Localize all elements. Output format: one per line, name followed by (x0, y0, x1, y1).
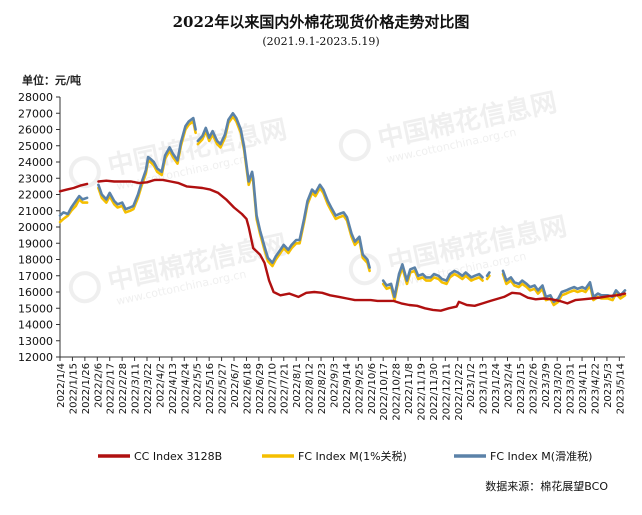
series-line-segment (58, 194, 89, 217)
x-tick-label: 2022/7/21 (280, 363, 291, 414)
x-tick-label: 2022/6/7 (230, 363, 241, 408)
data-source-note: 数据来源：棉花展望BCO (485, 480, 608, 493)
x-tick-label: 2022/1/26 (81, 363, 92, 414)
chart-title: 2022年以来国内外棉花现货价格走势对比图 (172, 13, 470, 31)
y-tick-label: 22000 (18, 189, 53, 202)
y-tick-label: 24000 (18, 156, 53, 169)
y-tick-label: 27000 (18, 107, 53, 120)
x-tick-label: 2022/11/8 (404, 363, 415, 414)
x-tick-label: 2022/6/29 (255, 363, 266, 414)
x-tick-label: 2023/2/15 (516, 363, 527, 414)
x-tick-label: 2023/3/20 (553, 363, 564, 414)
x-tick-label: 2022/5/27 (218, 363, 229, 414)
series-lines (58, 112, 627, 312)
y-tick-label: 21000 (18, 205, 53, 218)
x-tick-label: 2022/6/18 (242, 363, 253, 414)
watermark-logo (338, 129, 371, 162)
y-tick-label: 12000 (18, 351, 53, 364)
x-tick-label: 2022/1/4 (56, 363, 67, 408)
x-tick-label: 2022/9/3 (329, 363, 340, 408)
x-tick-label: 2022/1/15 (68, 363, 79, 414)
x-tick-label: 2023/5/3 (603, 363, 614, 408)
x-tick-label: 2023/1/2 (466, 363, 477, 408)
x-tick-label: 2022/2/28 (118, 363, 129, 414)
x-tick-label: 2022/11/30 (429, 363, 440, 421)
series-line-segment (196, 112, 371, 269)
x-tick-label: 2022/11/19 (416, 363, 427, 421)
x-tick-label: 2022/10/28 (392, 363, 403, 421)
x-tick-label: 2022/5/5 (193, 363, 204, 408)
series-line-segment (501, 272, 627, 307)
x-tick-label: 2022/4/2 (155, 363, 166, 408)
x-tick-label: 2022/2/17 (106, 363, 117, 414)
x-tick-label: 2022/3/22 (143, 363, 154, 414)
x-tick-label: 2023/1/13 (479, 363, 490, 414)
series-line-segment (381, 263, 484, 299)
y-tick-label: 26000 (18, 124, 53, 137)
y-axis-unit-label: 单位：元/吨 (22, 74, 82, 87)
x-tick-label: 2022/7/10 (267, 363, 278, 414)
series-line-segment (485, 271, 491, 278)
x-tick-label: 2022/4/24 (180, 363, 191, 414)
chart-subtitle: (2021.9.1-2023.5.19) (262, 35, 380, 48)
x-tick-label: 2022/12/11 (441, 363, 452, 421)
x-tick-label: 2022/8/1 (292, 363, 303, 408)
y-tick-label: 19000 (18, 237, 53, 250)
x-tick-label: 2023/5/14 (615, 363, 626, 414)
y-tick-label: 20000 (18, 221, 53, 234)
y-tick-label: 18000 (18, 254, 53, 267)
x-tick-label: 2023/3/31 (566, 363, 577, 414)
legend: CC Index 3128B FC Index M(1%关税) FC Index M… (98, 449, 592, 463)
series-line-segment (485, 274, 491, 281)
x-tick-label: 2023/1/24 (491, 363, 502, 414)
series-line-segment (501, 269, 627, 304)
x-tick-label: 2022/10/17 (379, 363, 390, 421)
y-tick-label: 13000 (18, 335, 53, 348)
y-tick-label: 28000 (18, 91, 53, 104)
series-0 (58, 178, 627, 312)
x-tick-label: 2022/5/16 (205, 363, 216, 414)
legend-label: CC Index 3128B (134, 450, 222, 463)
y-tick-label: 17000 (18, 270, 53, 283)
watermark-logo (68, 156, 101, 189)
y-tick-label: 25000 (18, 140, 53, 153)
legend-label: FC Index M(滑准税) (490, 449, 592, 463)
y-tick-label: 15000 (18, 302, 53, 315)
series-line-segment (97, 178, 627, 312)
x-tick-label: 2022/3/11 (131, 363, 142, 414)
x-tick-label: 2022/4/13 (168, 363, 179, 414)
x-tick-label: 2022/12/22 (454, 363, 465, 421)
x-tick-label: 2022/8/23 (317, 363, 328, 414)
x-tick-label: 2022/10/6 (367, 363, 378, 414)
y-tick-label: 16000 (18, 286, 53, 299)
series-line-segment (58, 198, 89, 224)
x-tick-label: 2022/9/14 (342, 363, 353, 414)
x-tick-label: 2022/2/6 (93, 363, 104, 408)
x-tick-label: 2023/2/26 (528, 363, 539, 414)
axes: 12000 13000 14000 15000 16000 17000 18000 19000… (18, 91, 626, 421)
x-tick-label: 2023/4/11 (578, 363, 589, 414)
series-line-segment (58, 182, 89, 193)
x-tick-label: 2022/8/12 (305, 363, 316, 414)
x-tick-label: 2023/2/4 (503, 363, 514, 408)
series-2 (58, 112, 627, 304)
series-line-segment (97, 116, 197, 211)
y-tick-label: 14000 (18, 319, 53, 332)
x-tick-label: 2022/9/25 (354, 363, 365, 414)
legend-label: FC Index M(1%关税) (298, 449, 407, 463)
x-tick-label: 2023/4/22 (590, 363, 601, 414)
y-tick-label: 23000 (18, 172, 53, 185)
x-tick-label: 2023/3/9 (541, 363, 552, 408)
watermark-logo (68, 271, 101, 304)
